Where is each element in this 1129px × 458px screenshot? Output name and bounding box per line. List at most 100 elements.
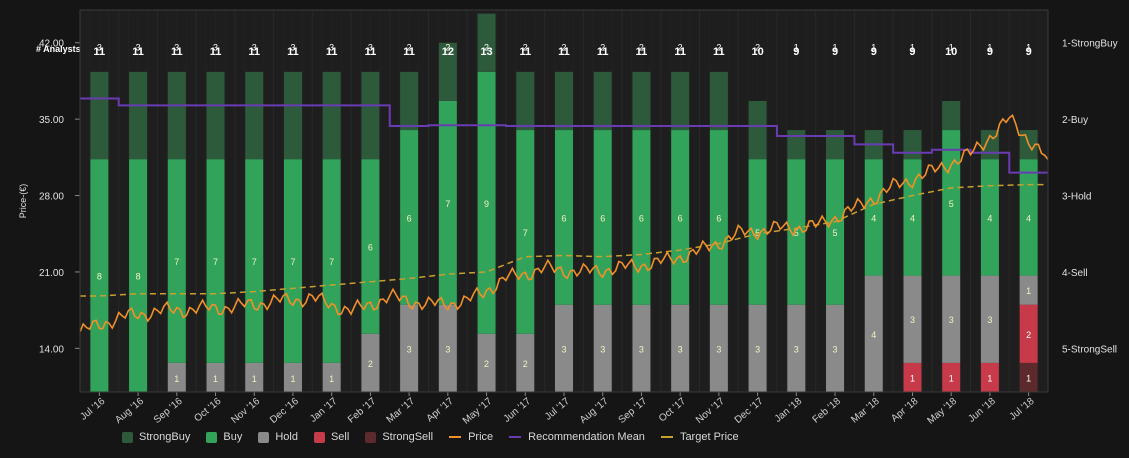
bar-hold <box>671 304 690 392</box>
bar-label-buy: 7 <box>523 228 528 238</box>
plot-border <box>79 9 1049 393</box>
legend-item-hold[interactable]: Hold <box>258 431 298 443</box>
analysts-label: # Analysts <box>36 44 81 54</box>
analyst-count: 11 <box>248 46 260 58</box>
bar-strongbuy <box>516 71 535 131</box>
bar-sell <box>980 362 999 392</box>
analyst-count: 11 <box>171 46 183 58</box>
legend-item-recommendation-mean[interactable]: Recommendation Mean <box>509 431 645 443</box>
bar-buy <box>400 130 419 305</box>
legend-item-strongbuy[interactable]: StrongBuy <box>122 431 190 443</box>
right-axis-label: 2-Buy <box>1062 115 1088 126</box>
analyst-count: 11 <box>597 46 609 58</box>
x-tick-label: Jul '18 <box>1008 396 1037 423</box>
bar-buy <box>1019 159 1038 276</box>
bar-hold <box>400 304 419 392</box>
bar-label-hold: 1 <box>213 374 218 384</box>
bar-hold <box>903 275 922 363</box>
x-tick-label: Nov '16 <box>229 396 262 426</box>
price-line <box>79 113 1049 333</box>
x-tick-label: Apr '17 <box>425 396 456 425</box>
analyst-count: 11 <box>287 46 299 58</box>
analyst-count: 10 <box>751 46 763 58</box>
bar-label-buy: 6 <box>561 213 566 223</box>
target-price-line <box>80 183 1048 297</box>
right-axis-label: 1-StrongBuy <box>1062 39 1118 50</box>
bar-label-strongbuy: 1 <box>1026 43 1031 53</box>
bar-hold <box>709 304 728 392</box>
x-tick-label: May '17 <box>461 396 495 427</box>
bar-strongbuy <box>361 71 380 160</box>
bar-strongbuy <box>632 71 651 131</box>
x-tick-label: Nov '17 <box>694 396 727 426</box>
bar-label-hold: 4 <box>871 330 876 340</box>
bar-label-strongbuy: 3 <box>368 43 373 53</box>
bar-label-strongbuy: 1 <box>987 43 992 53</box>
legend-label-strongsell: StrongSell <box>382 431 434 443</box>
target-line-swatch <box>660 436 673 438</box>
bar-label-hold: 3 <box>949 315 954 325</box>
bar-strongbuy <box>245 71 264 160</box>
y-tick-label: 14.00 <box>39 344 64 355</box>
bar-label-strongbuy: 1 <box>871 43 876 53</box>
legend-item-strongsell[interactable]: StrongSell <box>365 431 433 443</box>
bar-label-strongbuy: 2 <box>445 43 450 53</box>
bar-sell <box>942 362 961 392</box>
legend-item-buy[interactable]: Buy <box>206 431 242 443</box>
x-tick-label: Jun '18 <box>966 396 998 425</box>
bar-strongbuy <box>671 71 690 131</box>
bar-hold <box>555 304 573 392</box>
bar-buy <box>593 130 612 305</box>
bar-label-hold: 1 <box>252 374 257 384</box>
bar-buy <box>709 130 728 305</box>
legend-item-price[interactable]: Price <box>449 431 493 443</box>
bar-strongbuy <box>826 130 845 160</box>
bar-strongbuy <box>555 71 573 131</box>
bar-label-sell: 1 <box>949 373 954 383</box>
bar-hold <box>167 362 186 392</box>
bar-label-strongbuy: 1 <box>833 43 838 53</box>
chart-legend: StrongBuy Buy Hold Sell StrongSell Price… <box>122 429 755 445</box>
bar-label-strongbuy: 3 <box>213 43 218 53</box>
bar-strongbuy <box>400 71 419 131</box>
bar-label-buy: 6 <box>600 213 605 223</box>
analyst-count: 11 <box>403 46 415 58</box>
bar-buy <box>748 159 767 305</box>
legend-item-target-price[interactable]: Target Price <box>660 431 739 443</box>
bar-strongbuy <box>90 71 109 160</box>
analyst-count: 11 <box>713 46 725 58</box>
bar-buy <box>438 100 457 305</box>
bar-label-buy: 7 <box>174 257 179 267</box>
right-axis-label: 5-StrongSell <box>1062 344 1117 355</box>
x-tick-label: Feb '18 <box>811 396 844 426</box>
bar-buy <box>787 159 806 305</box>
analyst-count: 13 <box>480 46 492 58</box>
analyst-count: 9 <box>987 46 993 58</box>
legend-label-recommendation-mean: Recommendation Mean <box>528 431 645 443</box>
bar-label-hold: 3 <box>445 344 450 354</box>
bar-label-buy: 6 <box>678 213 683 223</box>
bar-strongbuy <box>903 130 922 160</box>
x-tick-label: Dec '17 <box>733 396 766 426</box>
bar-label-strongbuy: 3 <box>329 43 334 53</box>
x-tick-label: Jan '17 <box>308 396 340 425</box>
bar-label-hold: 3 <box>833 344 838 354</box>
legend-item-sell[interactable]: Sell <box>313 431 350 443</box>
x-tick-label: Oct '16 <box>192 396 223 425</box>
bar-strongbuy <box>438 42 457 101</box>
x-tick-label: Sep '17 <box>617 396 650 426</box>
bar-label-strongbuy: 2 <box>523 43 528 53</box>
bar-label-hold: 3 <box>678 344 683 354</box>
bar-label-hold: 3 <box>639 344 644 354</box>
bar-strongbuy <box>167 71 186 160</box>
x-tick-label: Oct '17 <box>657 396 688 425</box>
bar-buy <box>129 159 148 392</box>
bar-label-buy: 7 <box>252 257 257 267</box>
bar-buy <box>555 130 573 305</box>
legend-label-target-price: Target Price <box>679 431 739 443</box>
bar-label-strongbuy: 1 <box>794 43 799 53</box>
bar-buy <box>942 130 961 276</box>
legend-label-sell: Sell <box>330 431 350 443</box>
bar-label-strongbuy: 2 <box>755 43 760 53</box>
analyst-count: 11 <box>326 46 338 58</box>
